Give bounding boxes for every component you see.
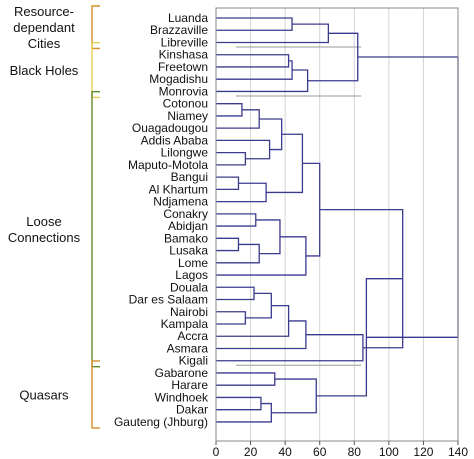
x-axis-ticks: 0 20 40 60 80 100 120 140	[213, 441, 468, 459]
merge-link	[216, 402, 272, 423]
leaf-label: Lome	[178, 256, 208, 270]
leaf-label: Lilongwe	[161, 146, 209, 160]
leaf-label: Conakry	[163, 207, 208, 221]
merge-link	[216, 213, 257, 227]
tick-label: 100	[379, 445, 399, 459]
merge-link	[216, 182, 267, 203]
merge-link	[216, 23, 330, 44]
leaf-label: Al Khartum	[149, 182, 208, 196]
group-label: Resource-	[14, 4, 74, 19]
grid-layer	[250, 8, 424, 441]
merge-link	[216, 176, 240, 191]
merge-link	[216, 334, 364, 362]
merge-link	[216, 151, 247, 166]
merge-link	[216, 372, 276, 386]
leaf-label: Luanda	[168, 11, 208, 25]
merge-link	[271, 378, 317, 414]
merge-link	[302, 162, 321, 257]
leaf-label: Gabarone	[155, 366, 209, 380]
group-label: Quasars	[19, 387, 69, 402]
leaf-label: Kinshasa	[159, 48, 209, 62]
merge-link	[216, 60, 293, 80]
leaf-label: Bangui	[171, 170, 208, 184]
group-label: dependant	[13, 20, 75, 35]
merge-link	[216, 17, 293, 31]
merge-link	[266, 133, 304, 194]
leaf-label: Gauteng (Jhburg)	[114, 415, 208, 429]
group-bracket	[91, 42, 100, 99]
leaf-label: Asmara	[167, 341, 209, 355]
leaf-label: Harare	[171, 378, 208, 392]
plot-frame	[215, 7, 459, 442]
merge-link	[216, 103, 243, 117]
leaf-label: Bamako	[164, 231, 208, 245]
group-label: Connections	[8, 230, 81, 245]
plot-border	[215, 7, 459, 442]
merge-link	[307, 32, 359, 82]
tick-label: 0	[213, 445, 220, 459]
leaf-label: Addis Ababa	[141, 133, 209, 147]
tick-label: 120	[413, 445, 433, 459]
tick-label: 140	[448, 445, 468, 459]
merge-link	[216, 396, 262, 411]
merge-link	[216, 311, 247, 325]
merge-link	[216, 286, 255, 301]
tick-label: 40	[278, 445, 292, 459]
group-bracket	[91, 90, 100, 368]
group-label: Loose	[26, 214, 61, 229]
merge-link	[357, 56, 459, 338]
leaf-label: Ouagadougou	[132, 121, 208, 135]
group-bracket	[91, 360, 100, 429]
leaf-label: Kampala	[161, 317, 209, 331]
dendrogram-links	[216, 17, 459, 423]
merge-link	[255, 219, 281, 255]
group-label: Cities	[28, 36, 61, 51]
group-label: Black Holes	[10, 63, 79, 78]
group-bracket	[91, 5, 100, 50]
leaf-label: Lusaka	[169, 244, 208, 258]
tick-label: 80	[348, 445, 362, 459]
merge-link	[216, 243, 260, 264]
merge-link	[216, 54, 290, 68]
leaf-label: Freetown	[158, 60, 208, 74]
merge-link	[216, 139, 271, 160]
merge-link	[216, 320, 307, 350]
leaf-label: Abidjan	[168, 219, 208, 233]
merge-link	[216, 304, 290, 337]
leaf-labels: LuandaBrazzavilleLibrevilleKinshasaFreet…	[114, 11, 209, 429]
leaf-label: Maputo-Motola	[128, 158, 208, 172]
merge-link	[259, 118, 283, 151]
leaf-label: Libreville	[161, 35, 209, 49]
leaf-label: Douala	[170, 280, 208, 294]
leaf-label: Windhoek	[155, 390, 209, 404]
reference-lines	[236, 46, 362, 366]
merge-link	[216, 109, 260, 129]
leaf-label: Lagos	[175, 268, 208, 282]
tick-label: 20	[244, 445, 258, 459]
leaf-label: Niamey	[167, 109, 208, 123]
merge-link	[216, 236, 307, 276]
leaf-label: Dakar	[176, 403, 208, 417]
tick-label: 60	[313, 445, 327, 459]
leaf-label: Nairobi	[170, 305, 208, 319]
merge-link	[245, 292, 272, 319]
merge-link	[319, 208, 404, 349]
leaf-label: Mogadishu	[149, 72, 208, 86]
leaf-label: Accra	[177, 329, 208, 343]
leaf-label: Kigali	[179, 354, 208, 368]
leaf-label: Cotonou	[163, 97, 208, 111]
merge-link	[216, 69, 309, 93]
leaf-label: Dar es Salaam	[129, 293, 208, 307]
leaf-label: Monrovia	[159, 84, 209, 98]
leaf-label: Brazzaville	[150, 23, 208, 37]
leaf-label: Ndjamena	[153, 195, 208, 209]
merge-link	[216, 237, 240, 252]
